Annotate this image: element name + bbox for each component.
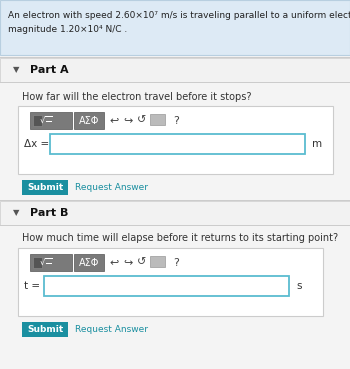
Text: $\mathsf{\sqrt{\overline{\;\;}}}$: $\mathsf{\sqrt{\overline{\;\;}}}$ [39, 257, 53, 268]
Bar [0, 201, 350, 225]
Bar [22, 322, 68, 337]
Bar [0, 225, 350, 226]
Bar [150, 256, 165, 267]
Text: ↪: ↪ [123, 258, 133, 268]
Bar [0, 200, 350, 201]
Text: ΑΣΦ: ΑΣΦ [79, 115, 99, 125]
Bar [0, 82, 350, 83]
Text: Submit: Submit [27, 183, 63, 192]
Text: s: s [296, 281, 301, 291]
Bar [44, 276, 289, 296]
Text: m: m [312, 139, 322, 149]
Text: ΑΣΦ: ΑΣΦ [79, 258, 99, 268]
Bar [30, 254, 72, 271]
Text: ?: ? [173, 258, 179, 268]
Bar [22, 180, 68, 195]
Text: Request Answer: Request Answer [75, 183, 148, 192]
Text: Δx =: Δx = [24, 139, 49, 149]
Bar [74, 254, 104, 271]
Bar [0, 0, 350, 55]
Text: An electron with speed 2.60×10⁷ m/s is traveling parallel to a uniform electric : An electron with speed 2.60×10⁷ m/s is t… [8, 11, 350, 20]
Bar [18, 106, 333, 174]
Bar [50, 134, 305, 154]
Bar [0, 58, 350, 82]
Bar [33, 257, 42, 268]
Bar [18, 248, 323, 316]
Bar [30, 112, 72, 129]
Text: $\mathsf{\sqrt{\overline{\;\;}}}$: $\mathsf{\sqrt{\overline{\;\;}}}$ [39, 115, 53, 126]
Text: How far will the electron travel before it stops?: How far will the electron travel before … [22, 92, 252, 102]
Text: magnitude 1.20×10⁴ N/C .: magnitude 1.20×10⁴ N/C . [8, 25, 127, 34]
Bar [150, 114, 165, 125]
Text: Part A: Part A [30, 65, 69, 75]
Bar [0, 57, 350, 58]
Bar [33, 115, 42, 126]
Text: ↺: ↺ [137, 115, 147, 125]
Text: ↩: ↩ [109, 258, 119, 268]
Text: Request Answer: Request Answer [75, 325, 148, 334]
Text: Submit: Submit [27, 325, 63, 334]
Text: How much time will elapse before it returns to its starting point?: How much time will elapse before it retu… [22, 233, 338, 243]
Text: ↺: ↺ [137, 258, 147, 268]
Text: ↪: ↪ [123, 115, 133, 125]
Text: ▼: ▼ [13, 208, 19, 217]
Text: ?: ? [173, 115, 179, 125]
Text: ▼: ▼ [13, 66, 19, 75]
Text: Part B: Part B [30, 208, 68, 218]
Text: ↩: ↩ [109, 115, 119, 125]
Bar [74, 112, 104, 129]
Text: t =: t = [24, 281, 40, 291]
